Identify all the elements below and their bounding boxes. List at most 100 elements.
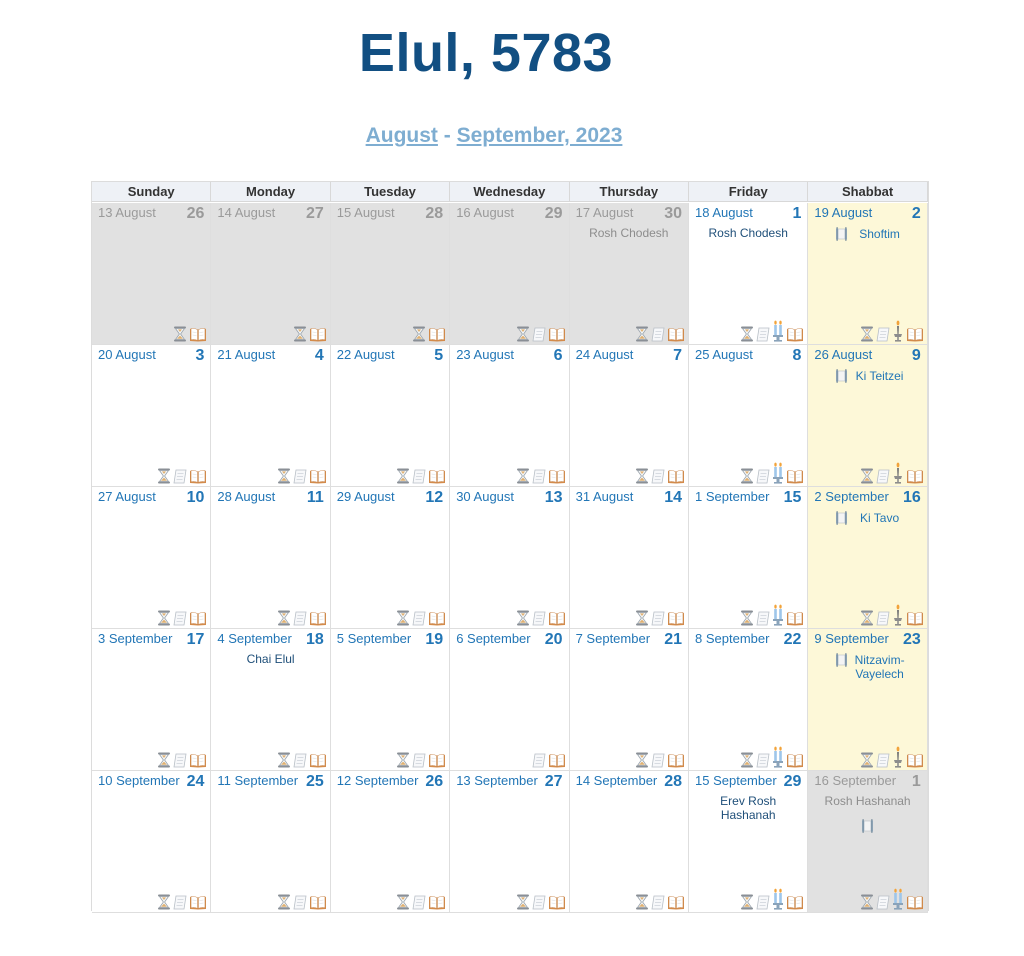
day-cell[interactable]: 6 September 20 <box>450 629 570 771</box>
book-icon[interactable] <box>428 469 446 484</box>
paper-icon[interactable] <box>173 753 187 768</box>
candles-icon[interactable] <box>772 888 784 910</box>
day-cell[interactable]: 15 August 28 <box>330 203 451 345</box>
book-icon[interactable] <box>309 611 327 626</box>
hourglass-icon[interactable] <box>516 610 530 626</box>
paper-icon[interactable] <box>876 469 890 484</box>
candles-icon[interactable] <box>892 888 904 910</box>
book-icon[interactable] <box>189 753 207 768</box>
day-cell[interactable]: 29 August 12 <box>330 487 451 629</box>
candles-icon[interactable] <box>772 320 784 342</box>
paper-icon[interactable] <box>293 895 307 910</box>
candles-icon[interactable] <box>772 746 784 768</box>
day-cell[interactable]: 16 September 1 Rosh Hashanah <box>808 771 928 913</box>
book-icon[interactable] <box>667 753 685 768</box>
hourglass-icon[interactable] <box>860 752 874 768</box>
hourglass-icon[interactable] <box>740 326 754 342</box>
paper-icon[interactable] <box>876 753 890 768</box>
parsha-link[interactable]: Ki Tavo <box>860 511 900 525</box>
book-icon[interactable] <box>428 611 446 626</box>
hourglass-icon[interactable] <box>635 610 649 626</box>
day-cell[interactable]: 12 September 26 <box>330 771 451 913</box>
day-cell[interactable]: 23 August 6 <box>450 345 570 487</box>
day-cell[interactable]: 26 August 9 Ki Teitzei <box>808 345 928 487</box>
hourglass-icon[interactable] <box>860 468 874 484</box>
paper-icon[interactable] <box>412 753 426 768</box>
paper-icon[interactable] <box>173 611 187 626</box>
hourglass-icon[interactable] <box>293 326 307 342</box>
paper-icon[interactable] <box>756 753 770 768</box>
hourglass-icon[interactable] <box>860 894 874 910</box>
day-cell[interactable]: 4 September 18 Chai Elul <box>211 629 331 771</box>
hourglass-icon[interactable] <box>635 752 649 768</box>
paper-icon[interactable] <box>756 895 770 910</box>
hourglass-icon[interactable] <box>157 468 171 484</box>
hourglass-icon[interactable] <box>860 610 874 626</box>
holiday-label[interactable]: Rosh Chodesh <box>589 226 669 240</box>
day-cell[interactable]: 8 September 22 <box>689 629 809 771</box>
book-icon[interactable] <box>906 469 924 484</box>
hourglass-icon[interactable] <box>277 752 291 768</box>
paper-icon[interactable] <box>651 753 665 768</box>
book-icon[interactable] <box>548 753 566 768</box>
book-icon[interactable] <box>189 895 207 910</box>
book-icon[interactable] <box>786 327 804 342</box>
hourglass-icon[interactable] <box>173 326 187 342</box>
book-icon[interactable] <box>786 611 804 626</box>
day-cell[interactable]: 20 August 3 <box>92 345 212 487</box>
hourglass-icon[interactable] <box>277 894 291 910</box>
day-cell[interactable]: 25 August 8 <box>689 345 809 487</box>
hourglass-icon[interactable] <box>277 610 291 626</box>
book-icon[interactable] <box>667 469 685 484</box>
hourglass-icon[interactable] <box>396 610 410 626</box>
paper-icon[interactable] <box>651 327 665 342</box>
hourglass-icon[interactable] <box>516 468 530 484</box>
hourglass-icon[interactable] <box>740 468 754 484</box>
day-cell[interactable]: 30 August 13 <box>450 487 570 629</box>
hourglass-icon[interactable] <box>157 610 171 626</box>
hourglass-icon[interactable] <box>157 894 171 910</box>
hourglass-icon[interactable] <box>635 326 649 342</box>
hourglass-icon[interactable] <box>740 894 754 910</box>
havdalah-icon[interactable] <box>892 320 904 342</box>
paper-icon[interactable] <box>651 895 665 910</box>
parsha-link[interactable]: Shoftim <box>859 227 900 241</box>
book-icon[interactable] <box>906 611 924 626</box>
day-cell[interactable]: 11 September 25 <box>211 771 331 913</box>
holiday-label[interactable]: Erev Rosh Hashanah <box>720 794 777 822</box>
day-cell[interactable]: 5 September 19 <box>330 629 451 771</box>
paper-icon[interactable] <box>876 611 890 626</box>
paper-icon[interactable] <box>532 895 546 910</box>
paper-icon[interactable] <box>532 611 546 626</box>
book-icon[interactable] <box>667 327 685 342</box>
paper-icon[interactable] <box>412 895 426 910</box>
paper-icon[interactable] <box>293 753 307 768</box>
book-icon[interactable] <box>189 469 207 484</box>
day-cell[interactable]: 1 September 15 <box>689 487 809 629</box>
day-cell[interactable]: 27 August 10 <box>92 487 212 629</box>
paper-icon[interactable] <box>412 611 426 626</box>
hourglass-icon[interactable] <box>740 610 754 626</box>
book-icon[interactable] <box>309 469 327 484</box>
book-icon[interactable] <box>548 895 566 910</box>
day-cell[interactable]: 24 August 7 <box>569 345 689 487</box>
paper-icon[interactable] <box>651 611 665 626</box>
hourglass-icon[interactable] <box>277 468 291 484</box>
book-icon[interactable] <box>309 753 327 768</box>
hourglass-icon[interactable] <box>396 894 410 910</box>
day-cell[interactable]: 13 September 27 <box>450 771 570 913</box>
paper-icon[interactable] <box>756 327 770 342</box>
august-link[interactable]: August <box>365 124 438 147</box>
hourglass-icon[interactable] <box>516 894 530 910</box>
book-icon[interactable] <box>906 753 924 768</box>
parsha-link[interactable]: Nitzavim-Vayelech <box>854 653 905 681</box>
hourglass-icon[interactable] <box>516 326 530 342</box>
day-cell[interactable]: 2 September 16 Ki Tavo <box>808 487 928 629</box>
holiday-label[interactable]: Chai Elul <box>246 652 295 666</box>
book-icon[interactable] <box>309 327 327 342</box>
paper-icon[interactable] <box>293 469 307 484</box>
havdalah-icon[interactable] <box>892 462 904 484</box>
holiday-label[interactable]: Rosh Chodesh <box>708 226 788 240</box>
day-cell[interactable]: 21 August 4 <box>211 345 331 487</box>
day-cell[interactable]: 3 September 17 <box>92 629 212 771</box>
